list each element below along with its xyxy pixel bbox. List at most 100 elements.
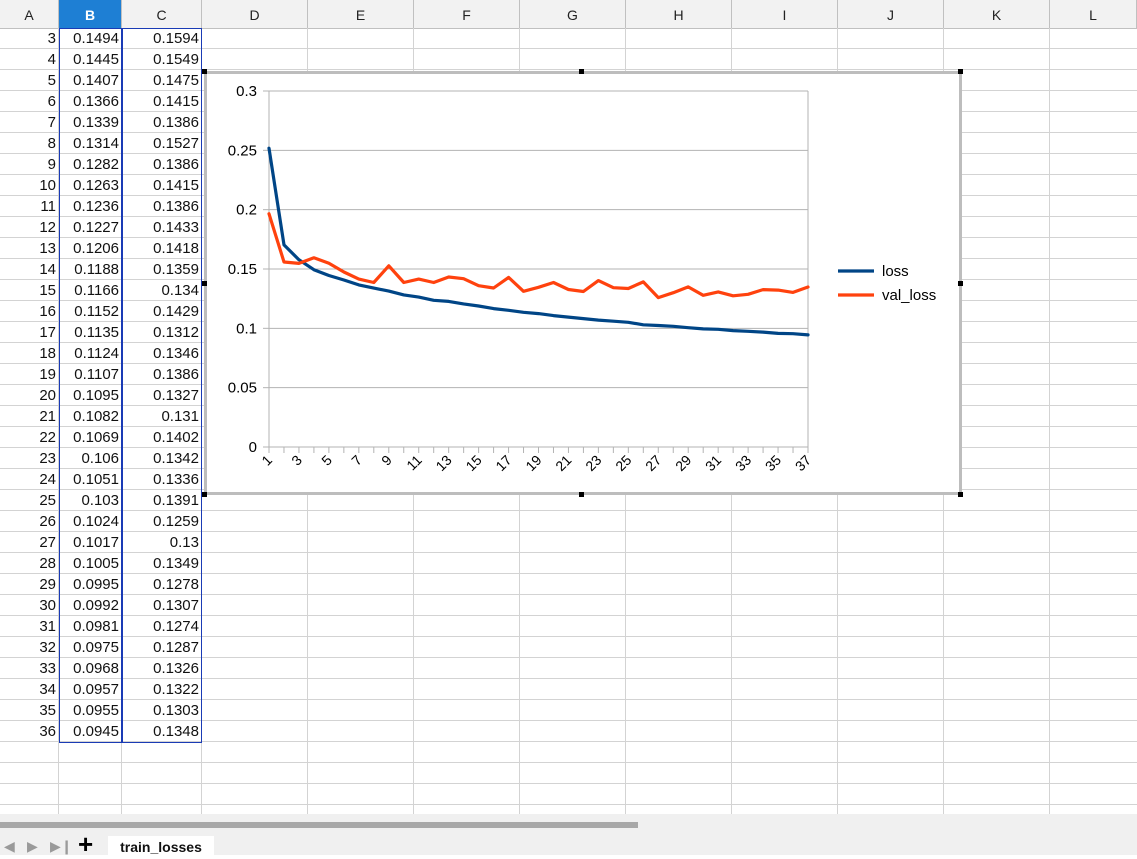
cell-c[interactable]: 0.1287 [122,637,201,658]
cell-b[interactable]: 0.1188 [59,259,121,280]
cell-b[interactable]: 0.0995 [59,574,121,595]
row-number[interactable]: 28 [0,553,58,574]
row-number[interactable]: 15 [0,280,58,301]
sheet-tab-train-losses[interactable]: train_losses [108,836,214,855]
column-header-k[interactable]: K [944,0,1050,28]
row-number[interactable]: 35 [0,700,58,721]
cell-b[interactable]: 0.1339 [59,112,121,133]
row-number[interactable]: 36 [0,721,58,742]
cell-b[interactable]: 0.1494 [59,28,121,49]
row-number[interactable]: 6 [0,91,58,112]
cell-c[interactable]: 0.1278 [122,574,201,595]
row-number[interactable]: 25 [0,490,58,511]
row-number[interactable]: 21 [0,406,58,427]
cell-c[interactable]: 0.1418 [122,238,201,259]
cell-c[interactable]: 0.1348 [122,721,201,742]
chart-resize-handle[interactable] [958,281,963,286]
cell-c[interactable]: 0.1336 [122,469,201,490]
cell-c[interactable]: 0.1391 [122,490,201,511]
row-number[interactable]: 13 [0,238,58,259]
column-header-l[interactable]: L [1050,0,1137,28]
row-number[interactable]: 27 [0,532,58,553]
cell-b[interactable]: 0.0957 [59,679,121,700]
cell-b[interactable]: 0.1024 [59,511,121,532]
row-number[interactable]: 12 [0,217,58,238]
cell-b[interactable]: 0.1082 [59,406,121,427]
row-number[interactable]: 10 [0,175,58,196]
column-header-f[interactable]: F [414,0,520,28]
cell-c[interactable]: 0.1415 [122,175,201,196]
cell-b[interactable]: 0.1069 [59,427,121,448]
chart-resize-handle[interactable] [579,69,584,74]
last-sheet-arrow-icon[interactable]: ▶❙ [50,838,73,854]
cell-b[interactable]: 0.1166 [59,280,121,301]
cell-c[interactable]: 0.1386 [122,364,201,385]
cell-b[interactable]: 0.1005 [59,553,121,574]
cell-c[interactable]: 0.1342 [122,448,201,469]
column-header-e[interactable]: E [308,0,414,28]
cell-b[interactable]: 0.1135 [59,322,121,343]
cell-c[interactable]: 0.131 [122,406,201,427]
cell-c[interactable]: 0.1433 [122,217,201,238]
cell-c[interactable]: 0.1527 [122,133,201,154]
cell-b[interactable]: 0.0955 [59,700,121,721]
row-number[interactable]: 32 [0,637,58,658]
cell-c[interactable]: 0.1307 [122,595,201,616]
cell-b[interactable]: 0.1445 [59,49,121,70]
horizontal-scrollbar[interactable] [0,822,638,828]
column-header-i[interactable]: I [732,0,838,28]
column-header-a[interactable]: A [0,0,59,28]
row-number[interactable]: 23 [0,448,58,469]
cell-b[interactable]: 0.1107 [59,364,121,385]
chart-resize-handle[interactable] [579,492,584,497]
cell-b[interactable]: 0.1282 [59,154,121,175]
cell-c[interactable]: 0.1386 [122,154,201,175]
column-header-g[interactable]: G [520,0,626,28]
cell-c[interactable]: 0.13 [122,532,201,553]
chart-resize-handle[interactable] [202,69,207,74]
cell-b[interactable]: 0.1206 [59,238,121,259]
chart-resize-handle[interactable] [958,69,963,74]
cell-b[interactable]: 0.1366 [59,91,121,112]
column-header-h[interactable]: H [626,0,732,28]
cell-b[interactable]: 0.106 [59,448,121,469]
row-number[interactable]: 3 [0,28,58,49]
cell-c[interactable]: 0.1594 [122,28,201,49]
row-number[interactable]: 30 [0,595,58,616]
cell-c[interactable]: 0.1386 [122,112,201,133]
row-number[interactable]: 11 [0,196,58,217]
column-header-j[interactable]: J [838,0,944,28]
cell-c[interactable]: 0.1322 [122,679,201,700]
plus-icon[interactable]: + [78,833,93,855]
cell-b[interactable]: 0.0992 [59,595,121,616]
cell-c[interactable]: 0.1415 [122,91,201,112]
row-number[interactable]: 29 [0,574,58,595]
chart-resize-handle[interactable] [958,492,963,497]
cell-b[interactable]: 0.1236 [59,196,121,217]
row-number[interactable]: 22 [0,427,58,448]
column-header-d[interactable]: D [202,0,308,28]
row-number[interactable]: 19 [0,364,58,385]
cell-b[interactable]: 0.1152 [59,301,121,322]
row-number[interactable]: 31 [0,616,58,637]
row-number[interactable]: 33 [0,658,58,679]
row-number[interactable]: 4 [0,49,58,70]
cell-b[interactable]: 0.1263 [59,175,121,196]
cell-c[interactable]: 0.1274 [122,616,201,637]
column-header-c[interactable]: C [122,0,202,28]
cell-c[interactable]: 0.1303 [122,700,201,721]
cell-b[interactable]: 0.0981 [59,616,121,637]
cell-c[interactable]: 0.1429 [122,301,201,322]
row-number[interactable]: 7 [0,112,58,133]
cell-b[interactable]: 0.0945 [59,721,121,742]
cell-c[interactable]: 0.1312 [122,322,201,343]
cell-c[interactable]: 0.1402 [122,427,201,448]
cell-b[interactable]: 0.1407 [59,70,121,91]
cell-c[interactable]: 0.1386 [122,196,201,217]
row-number[interactable]: 34 [0,679,58,700]
cell-c[interactable]: 0.1359 [122,259,201,280]
row-number[interactable]: 5 [0,70,58,91]
cell-b[interactable]: 0.1227 [59,217,121,238]
cell-c[interactable]: 0.1475 [122,70,201,91]
